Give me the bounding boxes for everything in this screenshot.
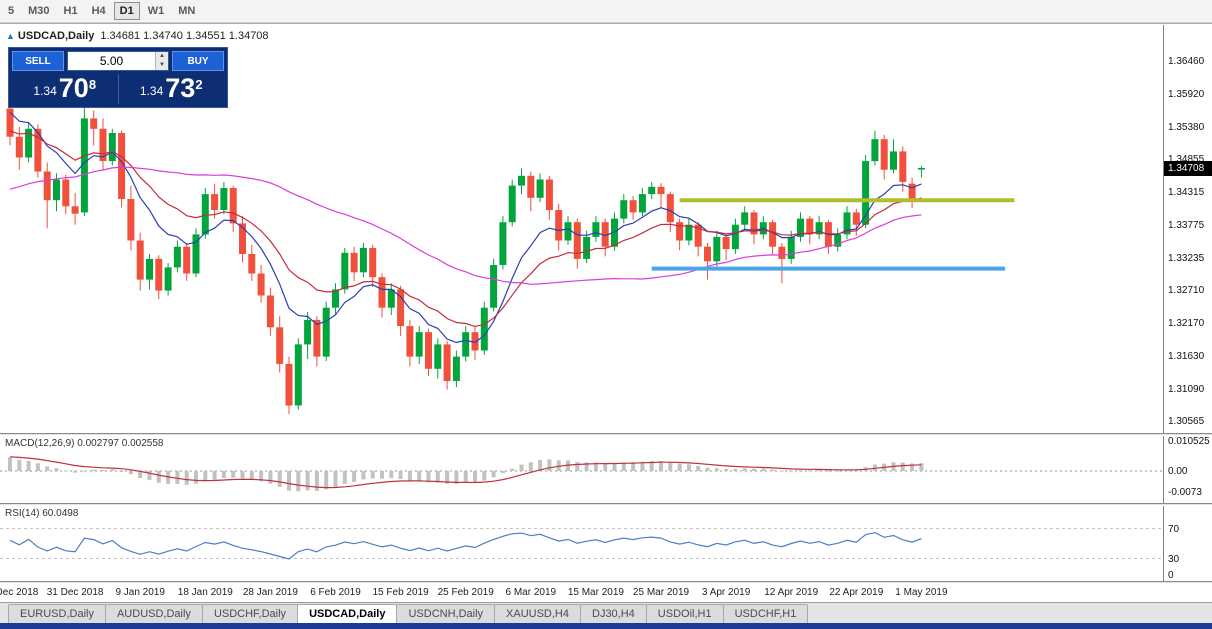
rsi-pane: 70 30 0 RSI(14) 60.0498	[0, 506, 1212, 581]
price-axis-label: 1.31090	[1168, 384, 1205, 395]
volume-up-arrow-icon[interactable]: ▲	[156, 52, 168, 61]
ma-fast-line	[9, 111, 922, 344]
ma-mid-line	[9, 130, 922, 328]
date-label: 3 Apr 2019	[701, 587, 751, 598]
rsi-canvas[interactable]	[0, 506, 1163, 581]
buy-price[interactable]: 1.34 73 2	[119, 74, 225, 104]
volume-value[interactable]: 5.00	[99, 54, 124, 68]
chart-symbol-label: USDCAD,Daily	[17, 30, 95, 42]
chart-ohlc-header: ▲ USDCAD,Daily 1.34681 1.34740 1.34551 1.3…	[6, 30, 269, 42]
pane-splitter[interactable]	[0, 581, 1212, 584]
price-axis-label: 1.32710	[1168, 285, 1205, 296]
date-label: 28 Jan 2019	[242, 587, 298, 598]
tf-button-d1[interactable]: D1	[113, 2, 140, 20]
rsi-line	[9, 531, 922, 560]
tf-button-m30[interactable]: M30	[22, 2, 55, 20]
rsi-axis-label: 30	[1168, 553, 1180, 565]
price-divider	[117, 74, 119, 104]
tab-usdoil-h1[interactable]: USDOil,H1	[645, 604, 724, 623]
sell-price-prefix: 1.34	[33, 84, 57, 98]
macd-axis-label: 0.010525	[1168, 436, 1210, 448]
price-axis-label: 1.35920	[1168, 89, 1205, 100]
date-label: 18 Jan 2019	[177, 587, 233, 598]
macd-pane: 0.010525 0.00 -0.0073 MACD(12,26,9) 0.0027…	[0, 436, 1212, 503]
price-axis-label: 1.31630	[1168, 351, 1205, 362]
rsi-indicator-label: RSI(14) 60.0498	[5, 508, 79, 519]
price-axis-label: 1.35380	[1168, 121, 1205, 133]
date-label: 15 Mar 2019	[567, 587, 624, 598]
price-axis-label: 1.36460	[1168, 56, 1205, 67]
tab-usdchf-h1[interactable]: USDCHF,H1	[722, 604, 809, 623]
chart-window: 1.36460 1.35920 1.35380 1.34855 1.34315 1.337…	[0, 23, 1212, 603]
time-axis[interactable]: 21 Dec 2018 31 Dec 2018 9 Jan 2019 18 Jan 2…	[0, 584, 1212, 603]
tab-dj30-h4[interactable]: DJ30,H4	[580, 604, 647, 623]
price-axis-label: 1.30565	[1168, 416, 1205, 427]
ma-slow-line	[9, 166, 922, 285]
date-label: 6 Feb 2019	[310, 587, 361, 598]
chart-tab-bar: EURUSD,Daily AUDUSD,Daily USDCHF,Daily U…	[0, 602, 1212, 623]
volume-spin-buttons: ▲ ▼	[155, 52, 168, 70]
volume-stepper[interactable]: 5.00 ▲ ▼	[67, 51, 169, 71]
date-label: 9 Jan 2019	[115, 587, 165, 598]
one-click-trading-panel: SELL 5.00 ▲ ▼ BUY 1.34 70 8 1.34 73 2	[8, 47, 228, 108]
date-label: 12 Apr 2019	[764, 587, 819, 598]
macd-axis[interactable]: 0.010525 0.00 -0.0073	[1163, 436, 1212, 503]
price-axis-label: 1.32170	[1168, 318, 1205, 329]
date-label: 15 Feb 2019	[372, 587, 429, 598]
sell-price[interactable]: 1.34 70 8	[12, 74, 118, 104]
tab-usdcad-daily[interactable]: USDCAD,Daily	[297, 604, 398, 623]
tf-button-h1[interactable]: H1	[58, 2, 84, 20]
tab-xauusd-h4[interactable]: XAUUSD,H4	[494, 604, 581, 623]
buy-price-prefix: 1.34	[139, 84, 164, 98]
macd-canvas[interactable]	[0, 436, 1163, 503]
buy-button[interactable]: BUY	[172, 51, 224, 71]
date-label: 25 Mar 2019	[632, 587, 690, 598]
main-chart-canvas[interactable]	[0, 25, 1163, 433]
macd-indicator-label: MACD(12,26,9) 0.002797 0.002558	[5, 438, 164, 449]
buy-price-sup: 2	[195, 77, 203, 92]
rsi-axis-label: 0	[1168, 570, 1174, 581]
pane-splitter[interactable]	[0, 433, 1212, 436]
date-label: 21 Dec 2018	[0, 587, 39, 598]
price-axis-label: 1.33775	[1168, 220, 1205, 231]
buy-price-big: 73	[165, 73, 196, 103]
date-label: 31 Dec 2018	[46, 587, 104, 598]
tf-button-mn[interactable]: MN	[172, 2, 201, 20]
rsi-axis[interactable]: 70 30 0	[1163, 506, 1212, 581]
tab-audusd-daily[interactable]: AUDUSD,Daily	[104, 604, 203, 623]
timeframe-toolbar: 5 M30 H1 H4 D1 W1 MN	[0, 0, 1212, 23]
macd-histogram	[8, 457, 924, 492]
date-label: 1 May 2019	[895, 587, 948, 598]
price-axis[interactable]: 1.36460 1.35920 1.35380 1.34855 1.34315 1.337…	[1163, 25, 1212, 433]
pane-splitter[interactable]	[0, 503, 1212, 506]
volume-down-arrow-icon[interactable]: ▼	[156, 61, 168, 70]
tab-usdchf-daily[interactable]: USDCHF,Daily	[201, 604, 299, 623]
tf-button-m5[interactable]: 5	[2, 2, 20, 20]
date-label: 25 Feb 2019	[437, 587, 494, 598]
sell-price-sup: 8	[88, 77, 97, 92]
sell-price-big: 70	[58, 73, 89, 103]
candles	[6, 103, 925, 414]
date-label: 6 Mar 2019	[505, 587, 557, 598]
date-label: 22 Apr 2019	[829, 587, 884, 598]
macd-signal-line	[9, 456, 922, 489]
macd-axis-label: -0.0073	[1168, 486, 1202, 498]
up-arrow-icon: ▲	[6, 31, 15, 41]
rsi-axis-label: 70	[1168, 523, 1180, 535]
price-axis-label: 1.34855	[1168, 154, 1205, 165]
sell-button[interactable]: SELL	[12, 51, 64, 71]
tab-eurusd-daily[interactable]: EURUSD,Daily	[8, 604, 106, 623]
current-price-label: 1.34708	[1164, 161, 1212, 176]
main-chart-pane: 1.36460 1.35920 1.35380 1.34855 1.34315 1.337…	[0, 25, 1212, 433]
chart-ohlc-values: 1.34681 1.34740 1.34551 1.34708	[100, 30, 269, 42]
tab-usdcnh-daily[interactable]: USDCNH,Daily	[396, 604, 496, 623]
tf-button-h4[interactable]: H4	[86, 2, 112, 20]
price-axis-label: 1.33235	[1168, 253, 1205, 264]
price-axis-label: 1.34315	[1168, 187, 1205, 198]
macd-axis-label: 0.00	[1168, 466, 1188, 477]
tf-button-w1[interactable]: W1	[142, 2, 171, 20]
status-bar	[0, 623, 1212, 629]
